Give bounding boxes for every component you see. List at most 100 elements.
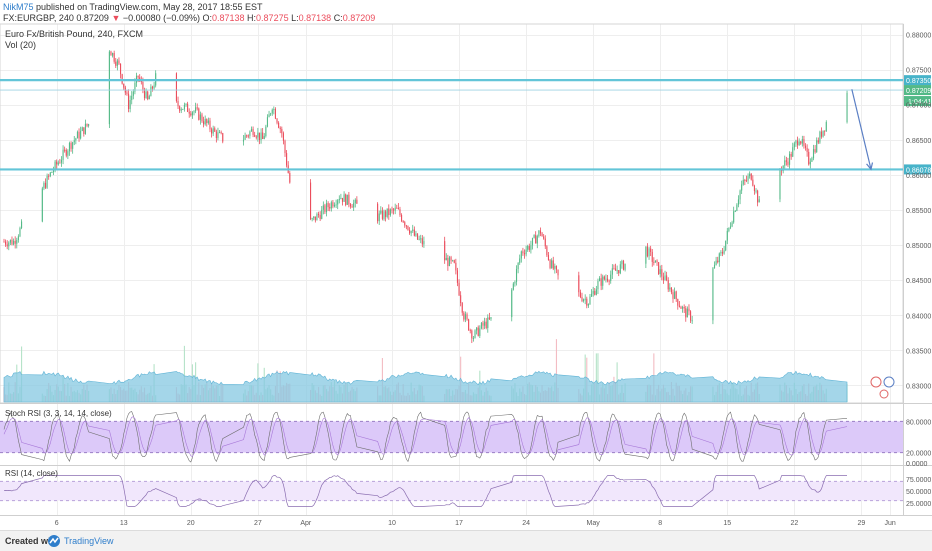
candle-body [415, 233, 417, 236]
candle-body [477, 327, 479, 336]
candle-body [792, 147, 794, 157]
brand-link[interactable]: TradingView [64, 536, 114, 546]
candle-body [183, 104, 185, 109]
candle-body [110, 51, 112, 56]
candle-body [325, 203, 328, 213]
candle-body [678, 305, 680, 307]
time-tick-label: 27 [254, 520, 262, 527]
candle-body [73, 140, 75, 143]
event-icon[interactable] [883, 376, 895, 388]
volume-ma-area [3, 370, 848, 403]
candle-body [811, 158, 813, 162]
candle-body [142, 82, 144, 90]
candle-body [790, 153, 792, 157]
candle-body [330, 202, 332, 209]
candle-body [207, 120, 209, 124]
candle-body [674, 291, 676, 299]
candle-body [412, 229, 414, 231]
candle-body [661, 269, 663, 277]
price-tick-label: 0.86500 [906, 138, 931, 145]
ohlc-close-label: C: [333, 13, 343, 23]
candle-body [795, 140, 797, 144]
candle-body [669, 287, 671, 290]
stoch-rsi-tick-label: 80.0000 [906, 419, 931, 426]
author-link[interactable]: NikM75 [3, 2, 34, 12]
candle-body [13, 240, 15, 245]
candle-body [383, 211, 385, 219]
countdown-tag [904, 96, 931, 107]
candle-body [57, 162, 59, 165]
candle-body [389, 209, 391, 215]
horizontal-lines[interactable]: 0.87350 0.86078 0.87209 1:04:41 [0, 75, 931, 175]
rsi-line [3, 475, 847, 507]
price-axis[interactable]: 0.88000 0.87500 0.87000 0.86500 0.86000 0.855… [906, 33, 931, 508]
candle-body [824, 130, 826, 132]
horizontal-line-price-tag [904, 164, 931, 175]
candle-body [337, 200, 339, 205]
candle-body [217, 132, 219, 138]
ohlc-open-value: 0.87138 [211, 13, 245, 23]
candle-body [603, 276, 605, 280]
candle-body [393, 209, 395, 211]
candle-body [808, 151, 810, 165]
candle-body [645, 246, 647, 264]
candle-body [242, 139, 245, 142]
price-tick-label: 0.84000 [906, 313, 931, 320]
candle-body [464, 314, 466, 320]
candle-body [64, 149, 66, 151]
candle-body [145, 91, 147, 99]
candle-body [511, 289, 513, 318]
candle-body [3, 241, 5, 243]
candle-body [139, 77, 141, 81]
candle-body [606, 278, 609, 281]
event-icon[interactable] [870, 376, 882, 388]
event-icons[interactable] [870, 376, 895, 399]
candle-body [801, 139, 803, 144]
price-tick-label: 0.84500 [906, 278, 931, 285]
candle-body [686, 308, 688, 318]
candle-body [46, 175, 48, 188]
candle-body [651, 251, 653, 262]
candle-body [779, 169, 781, 200]
candle-body [84, 123, 86, 134]
candle-body [262, 132, 264, 140]
candle-body [485, 321, 487, 328]
candle-body [592, 291, 594, 294]
candle-body [787, 161, 789, 165]
candle-body [522, 251, 524, 254]
candle-body [52, 170, 55, 172]
candle-body [206, 119, 208, 124]
candle-body [551, 260, 553, 268]
volume-bars [3, 339, 848, 403]
projection-arrow[interactable] [851, 89, 874, 171]
candle-body [677, 298, 679, 306]
candle-body [793, 143, 795, 148]
candle-body [386, 208, 388, 217]
pane-borders [0, 23, 932, 516]
candle-body [81, 127, 83, 131]
symbol-line: FX:EURGBP, 240 0.87209 ▼ −0.00080 (−0.09… [3, 13, 375, 24]
chart-area[interactable]: 0.87350 0.86078 0.87209 1:04:41 0.88000 0.87… [0, 0, 932, 530]
candle-body [750, 173, 752, 180]
candle-body [662, 276, 664, 281]
candle-body [44, 182, 47, 188]
candle-body [444, 241, 446, 261]
time-axis[interactable]: 6 13 20 27 Apr 10 17 24 May 8 15 22 29 Jun [55, 520, 896, 527]
candle-body [819, 131, 821, 143]
candle-body [115, 61, 117, 66]
candle-body [343, 194, 345, 202]
price-tick-label: 0.83500 [906, 348, 931, 355]
candle-body [421, 238, 423, 245]
candle-body [731, 222, 733, 227]
candle-body [675, 291, 677, 299]
candle-body [286, 153, 288, 166]
candle-body [271, 109, 273, 114]
candle-body [6, 244, 8, 247]
current-price-tag [904, 85, 931, 96]
candle-body [356, 199, 358, 204]
event-icon[interactable] [879, 389, 889, 399]
candle-body [825, 122, 827, 131]
candle-body [667, 280, 669, 290]
candle-body [547, 255, 550, 261]
